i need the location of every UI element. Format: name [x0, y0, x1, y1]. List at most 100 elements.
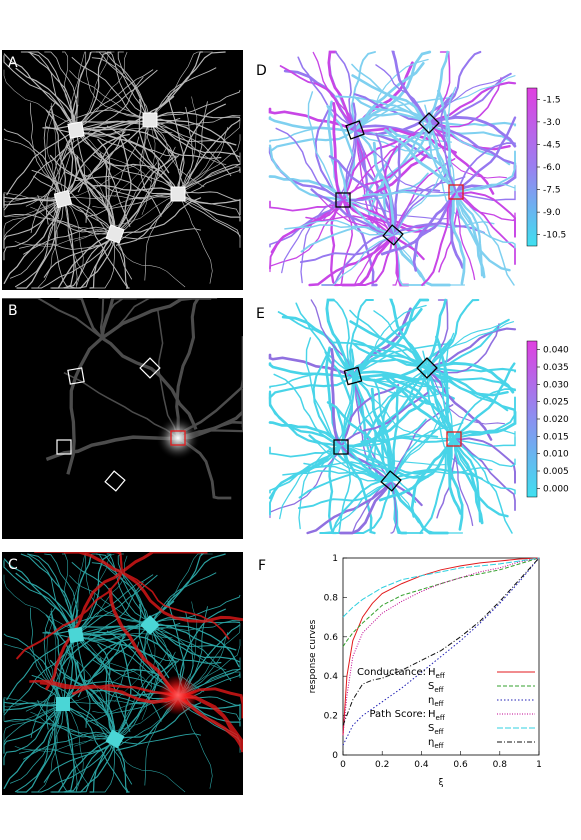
dendrite-branch — [3, 558, 77, 636]
dendrite-branch — [309, 434, 392, 482]
dendrite-branch — [99, 152, 116, 235]
dendrite-branch — [268, 421, 343, 448]
dendrite-branch — [353, 128, 396, 222]
dendrite-branch — [101, 298, 155, 339]
dendrite-branch — [294, 465, 392, 482]
dendrite-branch — [391, 50, 431, 125]
dendrite-branch — [428, 75, 516, 124]
dendrite-branch — [97, 138, 116, 235]
dendrite-branch — [3, 198, 64, 241]
dendrite-branch — [339, 384, 400, 448]
dendrite-branch — [53, 129, 77, 220]
dendrite-branch — [75, 634, 157, 675]
dendrite-branch — [307, 91, 344, 201]
dendrite-branch — [27, 51, 77, 131]
dendrite-branch — [101, 298, 212, 340]
dendrite-branch — [45, 624, 151, 641]
dendrite-branch — [149, 119, 240, 163]
dendrite-branch — [338, 445, 351, 534]
dendrite-branch — [85, 555, 151, 626]
legend-path-score-label: Path Score: — [369, 709, 426, 720]
dendrite-branch — [455, 183, 516, 193]
dendrite-branch — [295, 302, 354, 377]
dendrite-branch — [326, 401, 393, 483]
dendrite-branch — [149, 115, 241, 126]
dendrite-branch — [453, 437, 516, 511]
dendrite-branch — [149, 624, 240, 668]
dendrite-branch — [117, 51, 151, 121]
legend-entry-label: Heff — [428, 709, 445, 722]
colorbar-tick-label: 0.000 — [543, 484, 569, 494]
dendrite-branch — [446, 436, 462, 515]
dendrite-branch — [384, 128, 458, 194]
dendrite-branch — [353, 92, 455, 136]
dendrite-branch — [279, 65, 356, 131]
dendrite-branch — [453, 437, 516, 468]
dendrite-branch — [3, 703, 64, 723]
dendrite-branch — [149, 620, 241, 631]
dendrite-branch — [68, 193, 179, 200]
dendrite-branch — [54, 703, 77, 793]
dendrite-branch — [3, 643, 64, 705]
series-line — [342, 557, 540, 647]
dendrite-branch — [3, 703, 64, 766]
dendrite-branch — [455, 191, 516, 265]
dendrite-branch — [268, 374, 355, 401]
dendrite-branch — [138, 99, 179, 195]
dendrite-branch — [354, 96, 431, 125]
dendrite-branch — [62, 131, 126, 200]
dendrite-branch — [114, 667, 160, 740]
dendrite-branch — [43, 233, 116, 278]
dendrite-branch — [61, 119, 151, 163]
dendrite-branch — [63, 552, 123, 574]
dendrite-branch — [454, 116, 517, 194]
dendrite-branch — [139, 119, 162, 217]
dendrite-branch — [37, 195, 116, 235]
dendrite-branch — [177, 698, 241, 721]
dendrite-branch — [43, 738, 116, 783]
dendrite-branch — [101, 298, 218, 339]
dendrite-branch — [144, 193, 179, 281]
dendrite-branch — [177, 117, 241, 195]
dendrite-branch — [53, 634, 77, 725]
dendrite-branch — [392, 221, 495, 236]
dendrite-branch — [390, 404, 450, 482]
legend-conductance-label: Conductance: — [357, 667, 426, 678]
dendrite-branch — [311, 188, 394, 236]
panel-label-e: E — [256, 306, 265, 322]
colorbar-tick-label: 0.005 — [543, 467, 569, 477]
roi-squares-e — [333, 357, 438, 492]
dendrite-branch — [75, 634, 152, 688]
dendrite-branch — [339, 444, 376, 535]
dendrite-branch — [419, 436, 456, 535]
dendrite-branch — [44, 570, 123, 691]
dendrite-branch — [67, 149, 116, 235]
legend-entry-label: Seff — [428, 723, 444, 736]
dendrite-branch — [338, 161, 395, 237]
dendrite-branch — [66, 336, 104, 475]
dendrite-branch — [336, 407, 393, 483]
dendrite-branch — [2, 298, 103, 339]
dendrite-branch — [372, 141, 395, 237]
panel-c: C — [2, 552, 243, 795]
dendrite-branch — [268, 175, 345, 202]
x-tick-label: 0.4 — [414, 760, 429, 770]
dendrite-branch — [448, 436, 464, 531]
dendrite-branch — [269, 445, 342, 494]
dendrite-branch — [282, 470, 392, 482]
dendrite-branch — [149, 624, 232, 682]
dendrite-branch — [3, 701, 64, 713]
dendrite-branch — [95, 553, 151, 626]
dendrite-branch — [390, 467, 493, 482]
dendrite-branch — [62, 198, 75, 289]
dendrite-branch — [114, 156, 174, 235]
dendrite-branch — [107, 136, 140, 235]
dendrite-branch — [345, 358, 429, 376]
panel-a: A — [2, 50, 243, 290]
dendrite-branch — [62, 128, 126, 200]
panel-label-b: B — [8, 303, 18, 319]
dendrite-branch — [332, 102, 345, 202]
dendrite-branch — [14, 232, 116, 247]
dendrite-branch — [31, 169, 116, 235]
colorbar-tick-label: -6.0 — [543, 163, 561, 173]
